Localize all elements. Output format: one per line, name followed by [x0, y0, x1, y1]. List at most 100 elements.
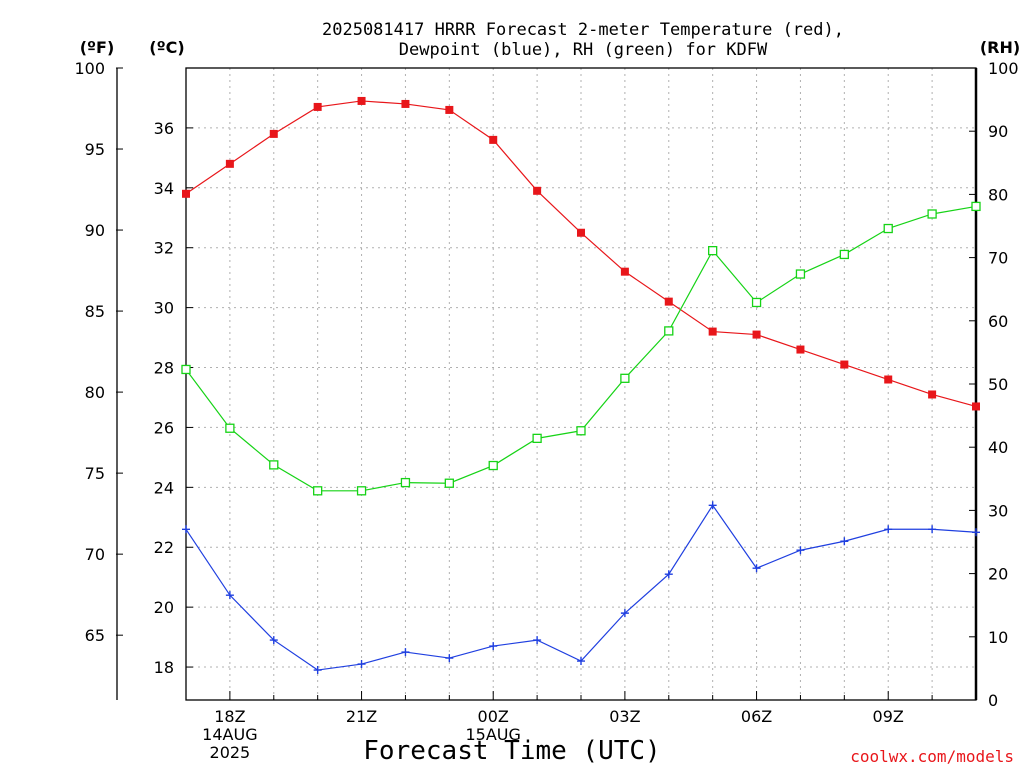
celsius-tick-label: 30 — [154, 299, 174, 318]
rh-point — [488, 460, 498, 471]
rh-tick-label: 50 — [988, 375, 1008, 394]
rh-point — [532, 433, 542, 444]
rh-tick-label: 20 — [988, 565, 1008, 584]
temperature-point — [664, 297, 673, 306]
temperature-point — [225, 159, 234, 168]
dewpoint-point — [796, 546, 805, 555]
dewpoint-point — [840, 537, 849, 546]
fahrenheit-tick-label: 85 — [85, 302, 105, 321]
temperature-series — [182, 96, 980, 411]
x-tick-label: 18Z — [214, 707, 245, 726]
rh-point — [795, 269, 806, 279]
rh-point — [620, 373, 630, 383]
rh-unit-label: (RH) — [980, 38, 1020, 57]
fahrenheit-tick-label: 70 — [85, 545, 105, 564]
dewpoint-point — [972, 528, 980, 537]
temperature-point — [620, 267, 629, 276]
axes: 18 20 22 24 26 28 30 32 34 36 65 70 75 80 85 90 95 100 0 10… — [74, 59, 1018, 762]
celsius-tick-label: 18 — [154, 658, 174, 677]
x-tick-label: 03Z — [609, 707, 640, 726]
x-tick-label: 15AUG — [466, 725, 521, 744]
rh-tick-label: 80 — [988, 185, 1008, 204]
temperature-point — [972, 402, 980, 411]
x-tick-label: 00Z — [478, 707, 509, 726]
temperature-point — [884, 375, 893, 384]
plot-frame — [185, 67, 977, 701]
temperature-point — [489, 135, 498, 144]
rh-point — [356, 486, 367, 496]
temperature-point — [533, 186, 542, 195]
dewpoint-point — [752, 564, 761, 573]
chart-title-line-2: Dewpoint (blue), RH (green) for KDFW — [399, 40, 768, 60]
rh-point — [400, 477, 411, 488]
fahrenheit-tick-label: 100 — [74, 59, 105, 78]
dewpoint-point — [225, 591, 234, 600]
grid-lines — [186, 68, 976, 700]
x-tick-label: 21Z — [346, 707, 377, 726]
dewpoint-point — [664, 570, 673, 579]
dewpoint-point — [357, 660, 366, 669]
temperature-point — [796, 345, 805, 354]
celsius-tick-label: 20 — [154, 598, 174, 617]
rh-tick-label: 90 — [988, 122, 1008, 141]
dewpoint-point — [182, 525, 190, 534]
dewpoint-point — [269, 636, 278, 645]
temperature-point — [401, 99, 410, 108]
rh-tick-label: 60 — [988, 312, 1008, 331]
temperature-point — [928, 390, 937, 399]
rh-point — [708, 245, 718, 256]
dewpoint-point — [577, 657, 585, 666]
series-layer — [181, 96, 981, 675]
rh-tick-label: 70 — [988, 249, 1008, 268]
dewpoint-point — [313, 666, 322, 675]
fahrenheit-tick-label: 80 — [85, 383, 105, 402]
celsius-tick-label: 24 — [154, 478, 174, 497]
x-tick-label: 14AUG — [202, 725, 257, 744]
dewpoint-point — [489, 642, 498, 651]
temperature-point — [269, 129, 278, 138]
rh-point — [313, 486, 323, 496]
rh-point — [225, 423, 235, 433]
dewpoint-point — [928, 525, 937, 534]
chart-title-line-1: 2025081417 HRRR Forecast 2-meter Tempera… — [322, 20, 844, 40]
rh-point — [839, 249, 849, 260]
x-tick-label: 09Z — [873, 707, 904, 726]
rh-point — [444, 478, 454, 488]
rh-point — [576, 426, 586, 436]
rh-point — [971, 201, 981, 212]
fahrenheit-tick-label: 90 — [85, 221, 105, 240]
rh-point — [883, 223, 893, 234]
dewpoint-point — [620, 609, 629, 618]
dewpoint-point — [445, 654, 454, 663]
rh-tick-label: 0 — [988, 691, 998, 710]
rh-point — [927, 209, 937, 219]
celsius-tick-label: 34 — [154, 179, 174, 198]
celsius-unit-label: (ºC) — [149, 38, 184, 57]
rh-point — [751, 297, 762, 308]
rh-point — [181, 364, 191, 375]
dewpoint-point — [884, 525, 893, 534]
temperature-point — [577, 228, 585, 237]
celsius-tick-label: 26 — [154, 418, 174, 437]
temperature-point — [182, 189, 190, 198]
temperature-point — [313, 102, 322, 111]
fahrenheit-tick-label: 95 — [85, 140, 105, 159]
celsius-tick-label: 32 — [154, 239, 174, 258]
x-tick-label: 06Z — [741, 707, 772, 726]
credit-label: coolwx.com/models — [850, 747, 1014, 766]
fahrenheit-unit-label: (ºF) — [80, 38, 115, 57]
rh-tick-label: 100 — [988, 59, 1019, 78]
celsius-tick-label: 36 — [154, 119, 174, 138]
x-tick-label: 2025 — [210, 743, 251, 762]
celsius-tick-label: 28 — [154, 359, 174, 378]
rh-point — [664, 326, 674, 336]
rh-series — [181, 201, 981, 496]
dewpoint-point — [533, 636, 542, 645]
temperature-point — [357, 96, 366, 105]
temperature-point — [840, 360, 849, 369]
rh-point — [269, 460, 279, 470]
temperature-point — [445, 105, 454, 114]
fahrenheit-tick-label: 65 — [85, 626, 105, 645]
rh-tick-label: 40 — [988, 438, 1008, 457]
